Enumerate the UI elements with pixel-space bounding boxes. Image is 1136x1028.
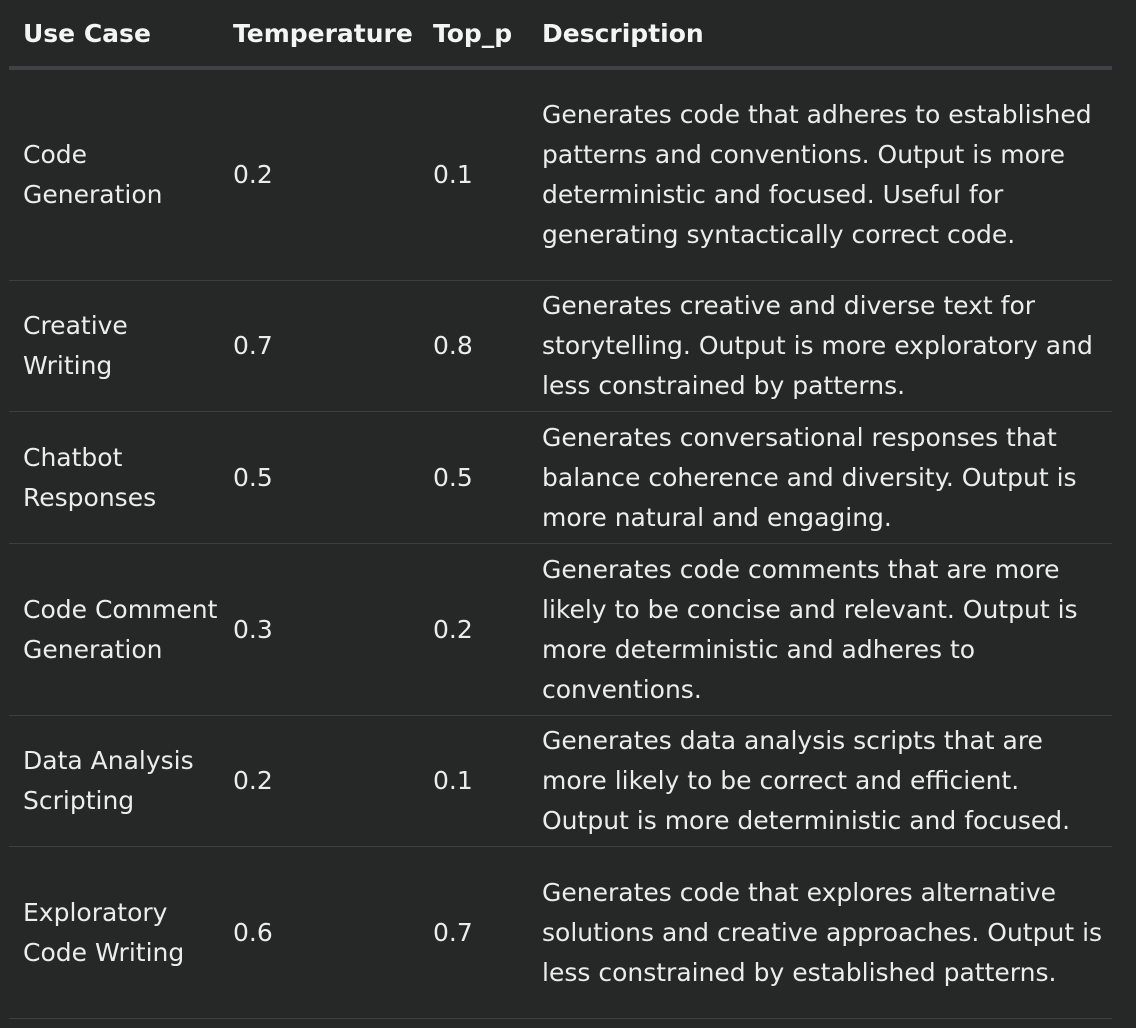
cell-description: Generates code comments that are more li… <box>528 543 1112 716</box>
table-row: Chatbot Responses 0.5 0.5 Generates conv… <box>9 411 1112 544</box>
cell-top-p: 0.8 <box>419 280 528 412</box>
header-use-case: Use Case <box>9 0 219 70</box>
cell-use-case: Chatbot Responses <box>9 411 219 544</box>
cell-description: Generates code that adheres to establish… <box>528 68 1112 281</box>
cell-temperature: 0.2 <box>219 68 419 281</box>
cell-description: Generates conversational responses that … <box>528 411 1112 544</box>
header-description: Description <box>528 0 1112 70</box>
cell-description: Generates data analysis scripts that are… <box>528 715 1112 847</box>
cell-use-case: Data Analysis Scripting <box>9 715 219 847</box>
parameters-table-container: Use Case Temperature Top_p Description C… <box>9 0 1112 1019</box>
cell-use-case: Code Generation <box>9 68 219 281</box>
table-row: Code Generation 0.2 0.1 Generates code t… <box>9 68 1112 281</box>
header-temperature: Temperature <box>219 0 419 70</box>
cell-top-p: 0.1 <box>419 68 528 281</box>
cell-description: Generates code that explores alternative… <box>528 846 1112 1019</box>
table-row: Exploratory Code Writing 0.6 0.7 Generat… <box>9 846 1112 1019</box>
cell-use-case: Exploratory Code Writing <box>9 846 219 1019</box>
table-row: Creative Writing 0.7 0.8 Generates creat… <box>9 280 1112 412</box>
cell-temperature: 0.2 <box>219 715 419 847</box>
cell-temperature: 0.3 <box>219 543 419 716</box>
cell-top-p: 0.5 <box>419 411 528 544</box>
cell-temperature: 0.6 <box>219 846 419 1019</box>
header-top-p: Top_p <box>419 0 528 70</box>
cell-temperature: 0.5 <box>219 411 419 544</box>
cell-temperature: 0.7 <box>219 280 419 412</box>
cell-use-case: Code Comment Generation <box>9 543 219 716</box>
parameters-table: Use Case Temperature Top_p Description C… <box>9 0 1112 1019</box>
header-row: Use Case Temperature Top_p Description <box>9 0 1112 70</box>
cell-top-p: 0.7 <box>419 846 528 1019</box>
cell-description: Generates creative and diverse text for … <box>528 280 1112 412</box>
table-row: Code Comment Generation 0.3 0.2 Generate… <box>9 543 1112 716</box>
table-row: Data Analysis Scripting 0.2 0.1 Generate… <box>9 715 1112 847</box>
cell-use-case: Creative Writing <box>9 280 219 412</box>
table-body: Code Generation 0.2 0.1 Generates code t… <box>9 68 1112 1019</box>
cell-top-p: 0.1 <box>419 715 528 847</box>
table-header: Use Case Temperature Top_p Description <box>9 0 1112 70</box>
cell-top-p: 0.2 <box>419 543 528 716</box>
